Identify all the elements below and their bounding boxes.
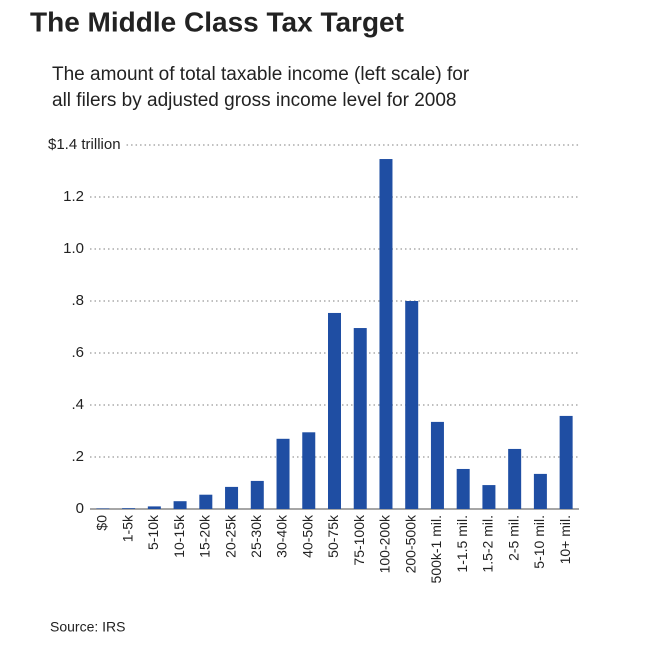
x-tick-label: 75-100k (351, 514, 367, 566)
y-tick-label: 0 (76, 500, 84, 517)
bar (225, 486, 239, 509)
x-tick-label: 1.5-2 mil. (480, 515, 496, 573)
bar (559, 415, 573, 509)
bar (482, 485, 496, 509)
chart-subtitle: all filers by adjusted gross income leve… (52, 90, 456, 111)
source-note: Source: IRS (50, 619, 125, 635)
bar (508, 448, 522, 509)
y-tick-label: 1.0 (63, 240, 84, 257)
y-tick-label: .8 (71, 292, 84, 309)
x-tick-label: 2-5 mil. (505, 515, 521, 561)
y-tick-label: .6 (71, 344, 84, 361)
x-tick-label: 15-20k (197, 514, 213, 558)
chart-subtitle: The amount of total taxable income (left… (52, 64, 470, 85)
bar (353, 328, 367, 509)
bar (96, 508, 110, 509)
bar (533, 473, 547, 509)
x-tick-label: 5-10k (145, 514, 161, 550)
bar (302, 432, 316, 509)
bar (379, 159, 393, 510)
bar (147, 506, 161, 509)
x-tick-label: 200-500k (402, 514, 418, 573)
bar (199, 494, 213, 509)
bar (405, 301, 419, 509)
x-tick-label: 20-25k (222, 514, 238, 558)
bar (456, 468, 470, 509)
bar (173, 501, 187, 509)
x-tick-label: 1-5k (119, 514, 135, 542)
chart-title: The Middle Class Tax Target (30, 6, 404, 37)
y-tick-label: 1.2 (63, 188, 84, 205)
bar (276, 438, 290, 509)
x-tick-label: $0 (94, 515, 110, 531)
x-tick-label: 25-30k (248, 514, 264, 558)
y-tick-label: $1.4 trillion (48, 136, 121, 153)
x-tick-label: 50-75k (325, 514, 341, 558)
bar (122, 508, 136, 509)
bar (328, 312, 341, 509)
y-tick-label: .2 (71, 448, 84, 465)
x-tick-label: 30-40k (274, 514, 290, 558)
x-tick-label: 5-10 mil. (531, 515, 547, 569)
x-tick-label: 10+ mil. (557, 515, 573, 564)
x-tick-label: 500k-1 mil. (428, 515, 444, 583)
x-tick-label: 40-50k (299, 514, 315, 558)
bar (250, 480, 264, 509)
x-tick-label: 10-15k (171, 514, 187, 558)
bar (430, 421, 444, 509)
y-tick-label: .4 (71, 396, 84, 413)
x-tick-label: 100-200k (377, 514, 393, 573)
x-tick-label: 1-1.5 mil. (454, 515, 470, 573)
